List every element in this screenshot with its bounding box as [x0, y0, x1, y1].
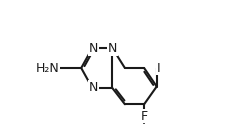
Text: N: N	[89, 81, 98, 95]
Text: N: N	[89, 41, 98, 55]
Text: N: N	[107, 41, 116, 55]
Text: I: I	[156, 61, 160, 75]
Text: H₂N: H₂N	[36, 61, 60, 75]
Text: F: F	[140, 110, 147, 123]
